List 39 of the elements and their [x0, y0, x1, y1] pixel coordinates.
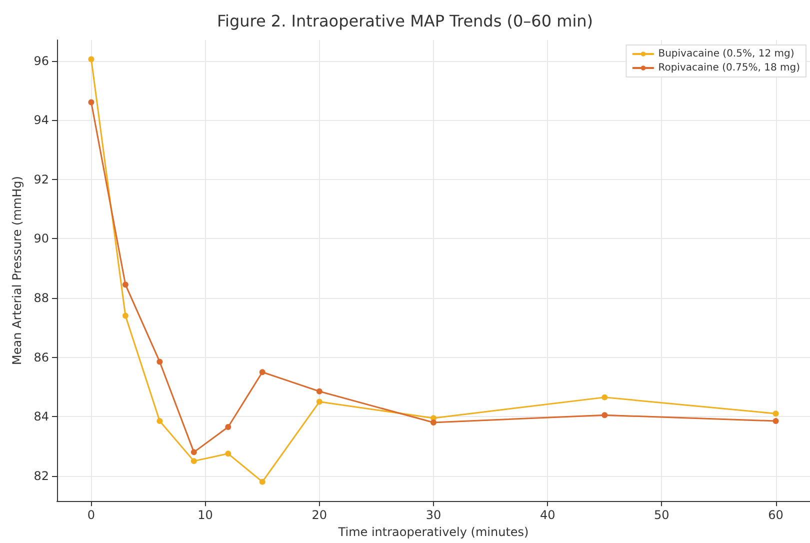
- legend-label: Bupivacaine (0.5%, 12 mg): [658, 48, 794, 60]
- point: [88, 99, 94, 106]
- y-tick-label: 90: [34, 232, 49, 246]
- x-axis-title: Time intraoperatively (minutes): [337, 525, 529, 539]
- point: [430, 420, 436, 426]
- point: [602, 394, 608, 400]
- point: [259, 369, 266, 376]
- x-tick-label: 0: [87, 508, 96, 522]
- x-tick-label: 20: [312, 508, 328, 522]
- point: [316, 388, 322, 394]
- x-tick-label: 30: [426, 508, 442, 522]
- point: [190, 449, 197, 456]
- point: [156, 418, 163, 424]
- point: [156, 358, 163, 365]
- point: [190, 458, 197, 464]
- point: [88, 56, 94, 62]
- point: [772, 410, 779, 417]
- x-tick-label: 10: [198, 508, 213, 522]
- x-tick-label: 60: [768, 508, 784, 522]
- x-tick-label: 50: [654, 508, 670, 522]
- point: [122, 312, 128, 319]
- point: [772, 418, 779, 424]
- y-tick-label: 94: [34, 113, 49, 128]
- y-tick-label: 84: [34, 410, 49, 424]
- point: [225, 424, 232, 430]
- point: [225, 450, 232, 457]
- legend-label: Ropivacaine (0.75%, 18 mg): [658, 62, 800, 74]
- point: [259, 478, 266, 485]
- y-tick-label: 82: [34, 468, 49, 483]
- y-tick-label: 86: [34, 350, 49, 364]
- point: [602, 412, 608, 418]
- point: [316, 398, 322, 405]
- y-tick-label: 96: [34, 54, 49, 68]
- x-tick-label: 40: [540, 508, 556, 522]
- point: [122, 282, 128, 288]
- y-tick-label: 92: [34, 172, 49, 186]
- y-tick-label: 88: [34, 290, 49, 305]
- chart-title: Figure 2. Intraoperative MAP Trends (0–60 min): [216, 12, 594, 30]
- y-axis-title: Mean Arterial Pressure (mmHg): [10, 176, 24, 366]
